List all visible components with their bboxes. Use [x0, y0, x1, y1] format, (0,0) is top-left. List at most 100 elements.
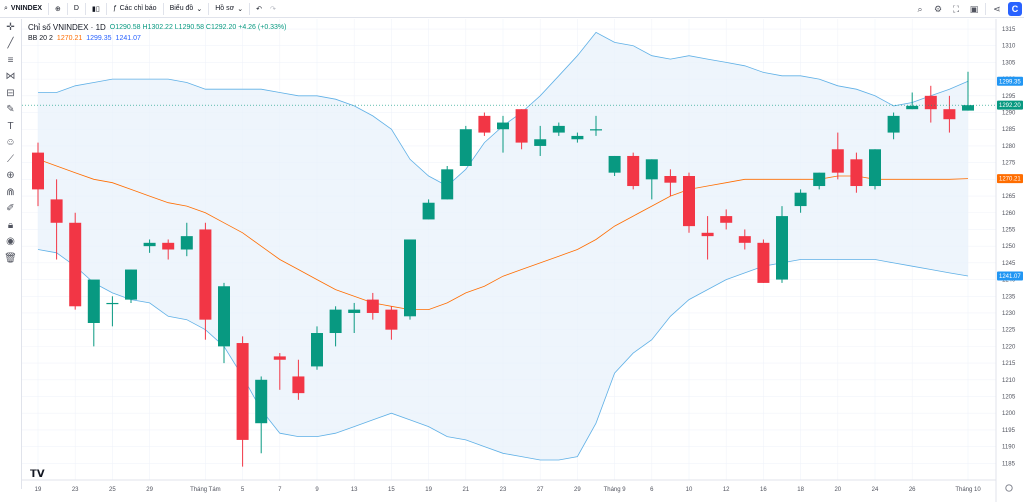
- candle: [50, 179, 63, 260]
- candle: [887, 112, 900, 140]
- share-button[interactable]: ⋖: [988, 0, 1006, 18]
- tv-logo-icon[interactable]: 𝗧𝗩: [30, 469, 45, 480]
- y-tick-label: 1250: [1002, 244, 1016, 250]
- candle: [236, 336, 249, 467]
- y-tick-label: 1195: [1002, 428, 1016, 434]
- bb-mid-line: [37, 158, 969, 310]
- candle: [943, 95, 956, 133]
- x-tick-label: Tháng Tám: [190, 487, 221, 493]
- candle-body: [162, 242, 175, 250]
- y-tick-label: 1255: [1002, 227, 1016, 233]
- candle-body: [199, 229, 212, 320]
- bb-lower-line: [37, 249, 969, 461]
- candle-body: [645, 159, 658, 180]
- x-tick-label: 20: [834, 487, 841, 493]
- undo-icon: ↶: [256, 5, 262, 13]
- lower-band-tag: 1241.07: [997, 271, 1023, 281]
- x-tick-label: 10: [686, 487, 693, 493]
- brush-tool[interactable]: ✎: [2, 102, 20, 119]
- candle-body: [311, 333, 323, 367]
- logo-c-icon: C: [1008, 2, 1022, 16]
- divider: [48, 2, 50, 15]
- trendline-tool[interactable]: ╱: [2, 36, 20, 53]
- symbol-search[interactable]: ⌕ VNINDEX: [0, 0, 46, 18]
- time-axis[interactable]: 19 23 25 29 Tháng Tám 5 7 9 13 15 19 21 23 27 29 Tháng …: [35, 487, 982, 493]
- candle: [813, 172, 826, 190]
- candle: [366, 292, 379, 320]
- candle: [199, 222, 212, 340]
- y-tick-label: 1245: [1002, 261, 1016, 267]
- candle: [776, 206, 788, 283]
- crosshair-tool[interactable]: ✛: [2, 19, 20, 36]
- candle: [534, 125, 547, 156]
- zoom-in-tool[interactable]: ⊕: [2, 168, 20, 185]
- text-tool[interactable]: T: [2, 118, 20, 135]
- candle-body: [273, 356, 286, 360]
- x-tick-label: 9: [315, 487, 319, 493]
- x-tick-label: 27: [537, 487, 544, 493]
- eye-icon: ◉: [6, 236, 15, 248]
- x-tick-label: 19: [35, 487, 42, 493]
- remove-tool[interactable]: 🗑︎: [2, 250, 20, 267]
- candle-body: [348, 309, 361, 313]
- settings-button[interactable]: ⚙: [929, 0, 947, 18]
- candle: [906, 92, 919, 110]
- ruler-icon: ⟋: [7, 153, 14, 165]
- prediction-tool[interactable]: ⊟: [2, 85, 20, 102]
- candle: [738, 229, 751, 250]
- candle: [441, 165, 454, 200]
- quick-search-button[interactable]: ⌕: [911, 0, 929, 18]
- legend-bb-row: BB 20 2 1270.21 1299.35 1241.07: [28, 33, 287, 44]
- lock-tool[interactable]: 🔒︎: [2, 217, 20, 234]
- price-chart[interactable]: 1185119011951200120512101215122012251230…: [22, 19, 1024, 502]
- candle-body: [552, 125, 565, 133]
- y-tick-label: 1235: [1002, 294, 1016, 300]
- candle-body: [776, 216, 788, 280]
- stay-drawing-tool[interactable]: ✐: [2, 201, 20, 218]
- crosshair-icon: ✛: [6, 21, 15, 33]
- candle-body: [813, 172, 826, 187]
- candle-body: [366, 299, 379, 313]
- legend-title[interactable]: Chỉ số VNINDEX · 1D: [28, 23, 106, 32]
- x-tick-label: 12: [723, 487, 730, 493]
- candle-body: [459, 129, 472, 166]
- candle: [311, 326, 323, 370]
- interval-button[interactable]: D: [70, 0, 83, 18]
- pattern-icon: ⋈: [5, 71, 16, 83]
- legend-bb-label[interactable]: BB 20 2: [28, 35, 53, 42]
- pattern-tool[interactable]: ⋈: [2, 69, 20, 86]
- legend-bb-mid: 1270.21: [56, 35, 83, 42]
- hide-tool[interactable]: ◉: [2, 234, 20, 251]
- candle-body: [720, 216, 733, 223]
- horizontal-lines-tool[interactable]: ≡: [2, 52, 20, 69]
- divider: [249, 2, 251, 15]
- emoji-tool[interactable]: ☺: [2, 135, 20, 152]
- undo-button[interactable]: ↶: [252, 0, 266, 18]
- x-tick-label: 23: [72, 487, 79, 493]
- candle-body: [385, 309, 398, 330]
- fullscreen-button[interactable]: ⛶: [947, 0, 965, 18]
- candle: [125, 269, 137, 303]
- magnet-tool[interactable]: ⋒: [2, 184, 20, 201]
- redo-button[interactable]: ↷: [266, 0, 280, 18]
- axis-settings-icon[interactable]: [1005, 484, 1013, 492]
- candle-style-button[interactable]: ▮▯: [88, 0, 104, 18]
- chart-type-dropdown[interactable]: Biểu đồ ⌄: [166, 0, 207, 18]
- candle-body: [906, 105, 919, 110]
- candle-body: [738, 236, 751, 243]
- candle-body: [627, 155, 640, 187]
- profile-dropdown[interactable]: Hồ sơ ⌄: [211, 0, 247, 18]
- measure-tool[interactable]: ⟋: [2, 151, 20, 168]
- candle: [87, 279, 100, 347]
- candle-body: [590, 129, 602, 131]
- candle-body: [608, 155, 621, 173]
- compare-button[interactable]: ⊕: [51, 0, 65, 18]
- x-tick-label: 7: [278, 487, 282, 493]
- indicators-button[interactable]: ƒ Các chỉ báo: [109, 0, 161, 18]
- candles-icon: ▮▯: [91, 5, 100, 13]
- x-tick-label: 29: [574, 487, 581, 493]
- candle-body: [869, 149, 881, 187]
- snapshot-button[interactable]: ▣: [965, 0, 983, 18]
- candle-body: [69, 222, 82, 307]
